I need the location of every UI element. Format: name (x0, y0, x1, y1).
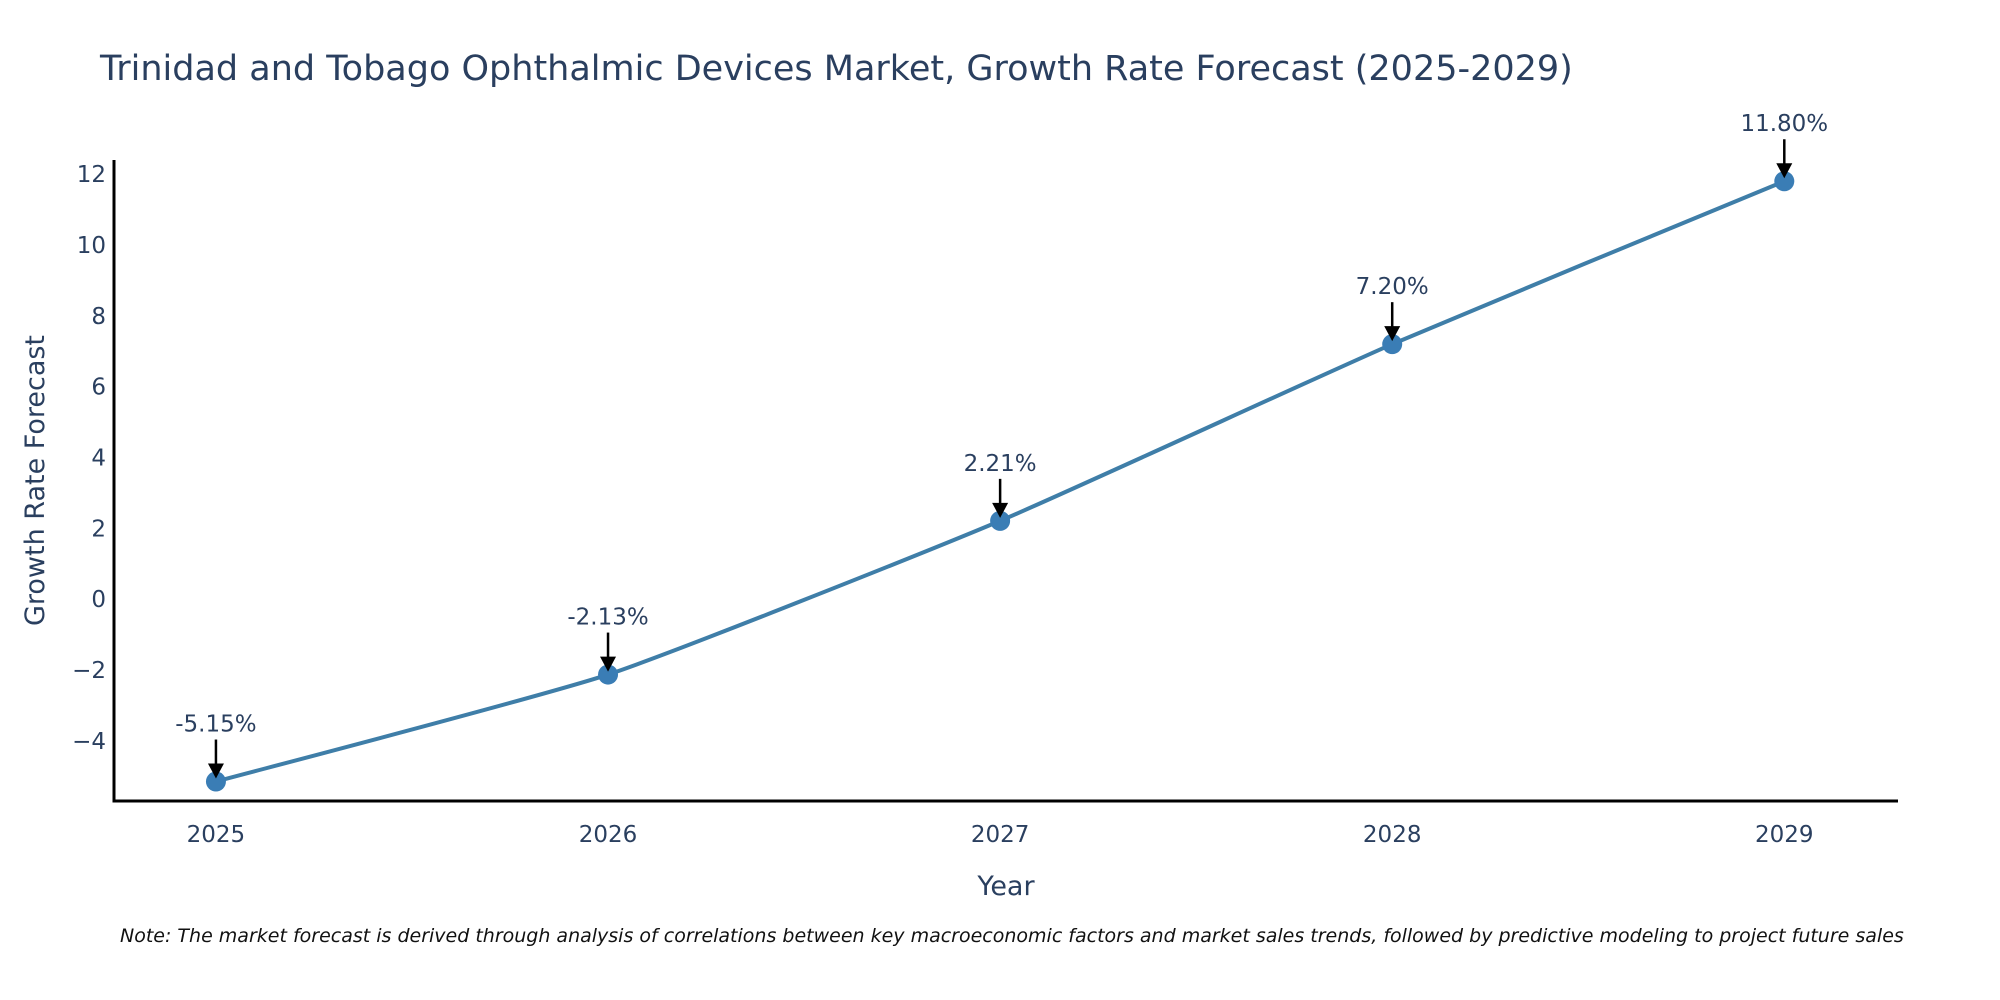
annotation-label: 2.21% (964, 451, 1037, 477)
x-tick-label: 2026 (579, 822, 638, 848)
annotations: -5.15% -2.13% 2.21% 7.20% 11.80% (175, 111, 1828, 779)
footnote: Note: The market forecast is derived thr… (120, 925, 1904, 947)
y-tick-label: 6 (91, 375, 106, 401)
data-annotation: -2.13% (567, 605, 649, 672)
annotation-label: -5.15% (175, 712, 256, 738)
data-annotation: 7.20% (1356, 274, 1429, 342)
x-tick-label: 2029 (1755, 822, 1814, 848)
y-tick-label: 0 (91, 587, 106, 613)
y-tick-label: 4 (91, 445, 106, 471)
y-tick-label: 10 (77, 233, 106, 259)
data-point[interactable] (1774, 171, 1795, 192)
data-point[interactable] (1382, 334, 1403, 355)
data-point[interactable] (598, 664, 619, 685)
y-tick-label: −4 (72, 729, 106, 755)
arrow-down-icon (600, 656, 617, 672)
x-tick-label: 2025 (187, 822, 246, 848)
chart-title: Trinidad and Tobago Ophthalmic Devices M… (99, 49, 1573, 89)
annotation-label: 11.80% (1740, 111, 1828, 137)
data-point[interactable] (205, 771, 226, 792)
annotation-label: -2.13% (567, 605, 648, 631)
data-annotation: 2.21% (964, 451, 1037, 518)
x-axis-title: Year (976, 871, 1035, 902)
data-points (205, 171, 1795, 792)
y-axis-title: Growth Rate Forecast (20, 335, 51, 626)
y-axis-ticks: −4 −2 0 2 4 6 8 10 12 (72, 162, 106, 755)
data-point[interactable] (990, 510, 1011, 531)
arrow-down-icon (992, 502, 1009, 518)
y-tick-label: 8 (91, 304, 106, 330)
data-annotation: -5.15% (175, 712, 257, 779)
y-tick-label: −2 (72, 658, 106, 684)
x-tick-label: 2027 (971, 822, 1030, 848)
arrow-down-icon (1384, 326, 1401, 342)
x-axis-ticks: 2025 2026 2027 2028 2029 (187, 822, 1814, 848)
annotation-label: 7.20% (1356, 274, 1429, 300)
y-tick-label: 12 (77, 162, 106, 188)
arrow-down-icon (207, 763, 224, 779)
y-tick-label: 2 (91, 516, 106, 542)
x-tick-label: 2028 (1363, 822, 1422, 848)
data-annotation: 11.80% (1740, 111, 1828, 179)
arrow-down-icon (1776, 163, 1793, 179)
